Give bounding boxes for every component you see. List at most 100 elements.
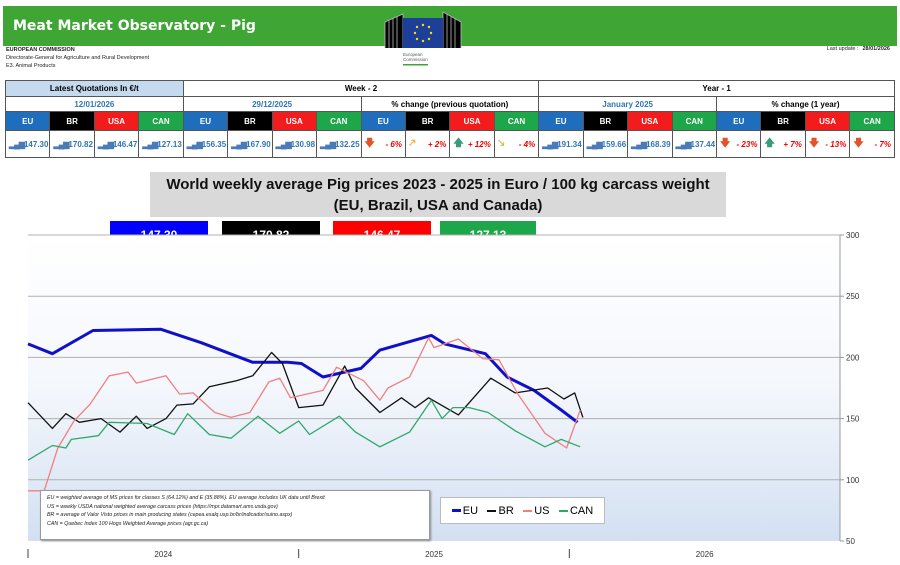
country-header-eu: EU (360, 111, 406, 131)
series-line-can (27, 399, 581, 461)
legend-label: US (534, 504, 550, 517)
country-header-can: CAN (316, 111, 362, 131)
price-cell: ▂▄▆ 147.30 (4, 130, 51, 158)
note-eu: EU = weighted average of MS prices for c… (47, 495, 325, 501)
change-value: + 2% (427, 139, 447, 149)
country-header-br: BR (404, 111, 451, 131)
change-cell: 🡅 + 7% (760, 130, 806, 158)
legend-item-can: CAN (558, 504, 594, 517)
legend-label: CAN (569, 504, 594, 517)
country-header-eu: EU (715, 111, 762, 131)
country-header-can: CAN (849, 111, 895, 131)
arrow-down-icon: 🡇 (853, 137, 864, 149)
x-tick-label: 2024 (154, 550, 172, 559)
latest-value-box: 127.13 (440, 221, 536, 249)
change-cell: 🡇 - 7% (849, 130, 895, 158)
bar-chart-icon: ▂▄▆ (97, 139, 114, 149)
change-cell: 🡖 - 4% (493, 130, 540, 158)
note-can: CAN = Quebec Index 100 Hogs Weighted Ave… (47, 520, 209, 527)
last-update-date: 28/01/2026 (862, 46, 890, 52)
price-cell: ▂▄▆ 137.44 (671, 130, 718, 158)
organization-info: EUROPEAN COMMISSION Directorate-General … (6, 46, 149, 70)
price-value: 147.30 (23, 139, 49, 149)
y-tick-label: 100 (846, 476, 860, 485)
week2-date: 29/12/2025 (182, 96, 362, 112)
arrow-down-right-icon: 🡖 (497, 137, 505, 149)
week2-header: Week - 2 (182, 80, 540, 97)
last-update: Last update :28/01/2026 (827, 46, 890, 52)
svg-text:Commission: Commission (403, 57, 428, 62)
chart-title: World weekly average Pig prices 2023 - 2… (166, 176, 710, 193)
latest-value-box: 170.82 (222, 221, 320, 249)
x-tick-label: 2026 (696, 550, 714, 559)
bar-chart-icon: ▂▄▆ (9, 139, 25, 149)
change-cell: 🡇 - 23% (715, 130, 762, 158)
arrow-up-right-icon: 🡕 (408, 137, 416, 149)
price-value: 130.98 (290, 139, 316, 149)
price-cell: ▂▄▆ 146.47 (93, 130, 140, 158)
bar-chart-icon: ▂▄▆ (142, 139, 158, 149)
year1-change-header: % change (1 year) (716, 96, 895, 112)
price-cell: ▂▄▆ 167.90 (227, 130, 273, 158)
x-tick-label: 2025 (425, 550, 443, 559)
series-line-eu (27, 327, 579, 424)
chart-title-box: World weekly average Pig prices 2023 - 2… (150, 172, 726, 217)
bar-chart-icon: ▂▄▆ (231, 139, 247, 149)
price-cell: ▂▄▆ 168.39 (627, 130, 673, 158)
org-line: EUROPEAN COMMISSION (6, 47, 75, 53)
bar-chart-icon: ▂▄▆ (320, 139, 336, 149)
year1-header: Year - 1 (538, 80, 895, 97)
change-value: - 6% (385, 139, 402, 149)
country-header-br: BR (49, 111, 95, 131)
price-value: 168.39 (646, 139, 671, 149)
change-value: - 23% (736, 139, 758, 149)
y-tick-label: 200 (846, 353, 860, 362)
legend-item-eu: EU (451, 505, 478, 517)
note-us: US = weekly USDA national weighted avera… (47, 503, 278, 510)
country-header-br: BR (582, 111, 629, 131)
change-value: + 12% (467, 139, 491, 149)
page-title: Meat Market Observatory - Pig (13, 18, 256, 34)
org-line: Directorate-General for Agriculture and … (6, 55, 150, 61)
week2-change-header: % change (previous quotation) (360, 96, 540, 112)
price-value: 167.90 (246, 139, 271, 149)
price-cell: ▂▄▆ 170.82 (49, 130, 95, 158)
price-value: 132.25 (335, 139, 360, 149)
country-header-can: CAN (671, 111, 718, 131)
country-header-br: BR (227, 111, 273, 131)
arrow-up-icon: 🡅 (764, 137, 775, 149)
legend-item-br: BR (487, 504, 514, 517)
svg-text:European: European (403, 52, 423, 57)
series-line-br (27, 351, 584, 433)
price-value: 191.34 (557, 139, 582, 149)
price-cell: ▂▄▆ 130.98 (271, 130, 318, 158)
legend-label: BR (498, 504, 514, 517)
change-value: + 7% (783, 139, 802, 149)
legend-swatch (558, 509, 568, 512)
arrow-down-icon: 🡇 (720, 137, 731, 149)
latest-quotations-header: Latest Quotations In €/t (5, 80, 184, 97)
y-tick-label: 300 (846, 231, 860, 240)
quotations-table: Latest Quotations In €/t Week - 2 Year -… (4, 80, 895, 158)
y-tick-label: 50 (846, 537, 855, 546)
bar-chart-icon: ▂▄▆ (53, 139, 69, 149)
country-header-usa: USA (93, 111, 140, 131)
series-line-us (28, 337, 581, 492)
legend-swatch (523, 509, 533, 512)
country-header-eu: EU (182, 111, 229, 131)
country-header-usa: USA (271, 111, 318, 131)
european-commission-logo: European Commission (383, 8, 463, 70)
country-header-eu: EU (4, 111, 51, 131)
change-cell: 🡇 - 13% (804, 130, 851, 158)
change-cell: 🡕 + 2% (404, 130, 451, 158)
country-header-can: CAN (493, 111, 540, 131)
legend-item-us: US (523, 504, 550, 517)
chart-subtitle: (EU, Brazil, USA and Canada) (333, 197, 543, 214)
arrow-down-icon: 🡇 (364, 137, 375, 149)
chart-legend: EU BR US CAN (440, 497, 605, 524)
org-line: E3. Animal Products (6, 63, 56, 69)
price-cell: ▂▄▆ 127.13 (138, 130, 184, 158)
latest-date: 12/01/2026 (5, 96, 184, 112)
latest-value-box: 147.30 (110, 221, 208, 249)
price-value: 127.13 (157, 139, 182, 149)
